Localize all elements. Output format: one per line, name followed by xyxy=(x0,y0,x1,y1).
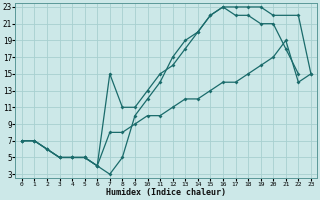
X-axis label: Humidex (Indice chaleur): Humidex (Indice chaleur) xyxy=(106,188,226,197)
